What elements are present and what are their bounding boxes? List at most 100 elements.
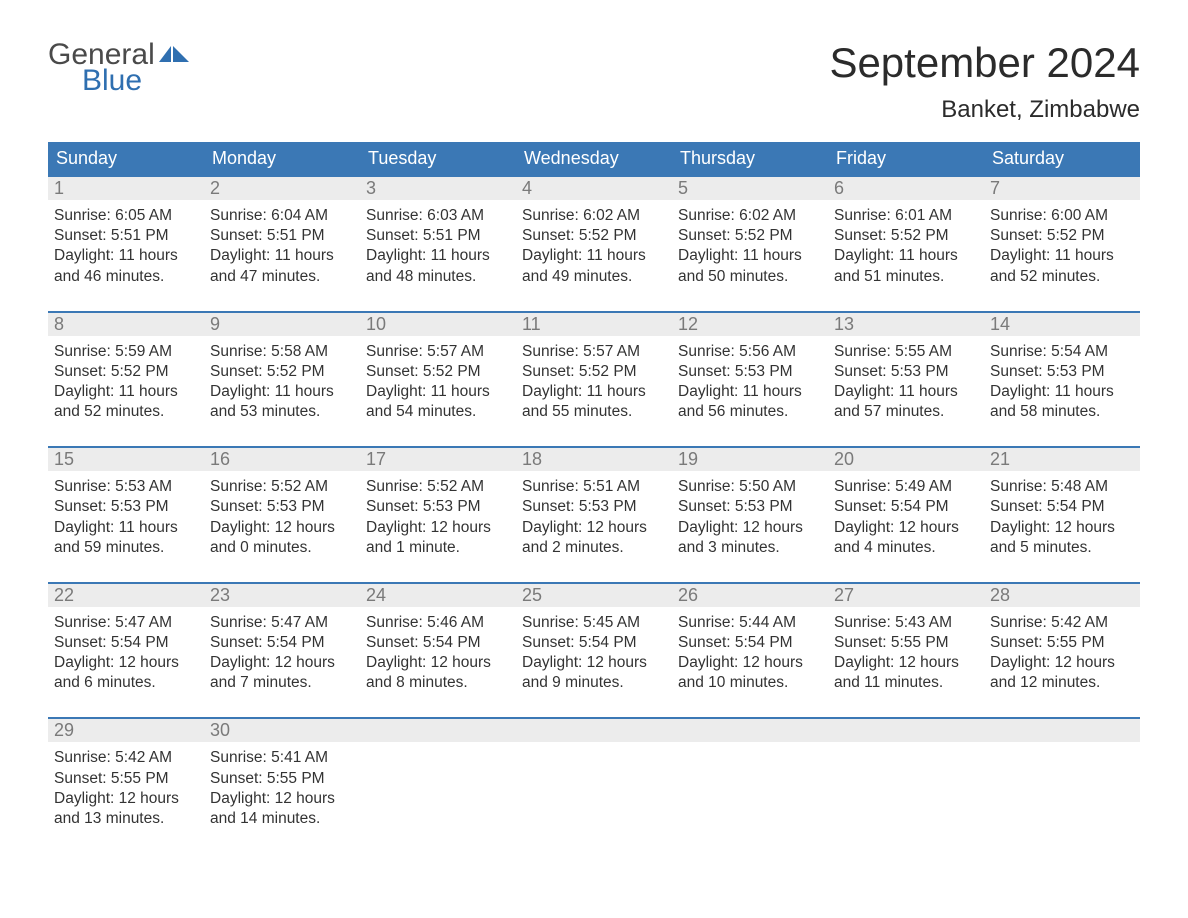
- day-cell: Sunrise: 5:44 AMSunset: 5:54 PMDaylight:…: [672, 607, 828, 694]
- sunset-line: Sunset: 5:52 PM: [678, 226, 822, 246]
- sunrise-line: Sunrise: 5:46 AM: [366, 613, 510, 633]
- sunrise-line: Sunrise: 5:54 AM: [990, 342, 1134, 362]
- sunrise-line: Sunrise: 5:51 AM: [522, 477, 666, 497]
- sunset-line: Sunset: 5:51 PM: [366, 226, 510, 246]
- sunrise-line: Sunrise: 6:04 AM: [210, 206, 354, 226]
- day-number: 8: [48, 313, 204, 336]
- daylight-line: Daylight: 11 hours and 51 minutes.: [834, 246, 978, 286]
- sunset-line: Sunset: 5:52 PM: [522, 362, 666, 382]
- sunset-line: Sunset: 5:53 PM: [678, 362, 822, 382]
- daynum-row: 15161718192021: [48, 446, 1140, 471]
- week-row: Sunrise: 5:47 AMSunset: 5:54 PMDaylight:…: [48, 607, 1140, 694]
- sunset-line: Sunset: 5:53 PM: [834, 362, 978, 382]
- daylight-line: Daylight: 12 hours and 12 minutes.: [990, 653, 1134, 693]
- day-number: [672, 719, 828, 742]
- daylight-line: Daylight: 12 hours and 3 minutes.: [678, 518, 822, 558]
- daylight-line: Daylight: 11 hours and 54 minutes.: [366, 382, 510, 422]
- sunset-line: Sunset: 5:52 PM: [54, 362, 198, 382]
- day-cell: Sunrise: 5:43 AMSunset: 5:55 PMDaylight:…: [828, 607, 984, 694]
- daylight-line: Daylight: 12 hours and 1 minute.: [366, 518, 510, 558]
- sunrise-line: Sunrise: 5:43 AM: [834, 613, 978, 633]
- weekday-label: Saturday: [984, 142, 1140, 175]
- daynum-row: 22232425262728: [48, 582, 1140, 607]
- day-number: [360, 719, 516, 742]
- day-number: 15: [48, 448, 204, 471]
- daylight-line: Daylight: 11 hours and 52 minutes.: [54, 382, 198, 422]
- day-number: 27: [828, 584, 984, 607]
- daynum-row: 1234567: [48, 175, 1140, 200]
- daylight-line: Daylight: 11 hours and 55 minutes.: [522, 382, 666, 422]
- day-cell: Sunrise: 5:56 AMSunset: 5:53 PMDaylight:…: [672, 336, 828, 423]
- day-number: 2: [204, 177, 360, 200]
- sunrise-line: Sunrise: 5:49 AM: [834, 477, 978, 497]
- day-cell: Sunrise: 5:45 AMSunset: 5:54 PMDaylight:…: [516, 607, 672, 694]
- day-number: 4: [516, 177, 672, 200]
- day-cell: Sunrise: 6:02 AMSunset: 5:52 PMDaylight:…: [516, 200, 672, 287]
- sunset-line: Sunset: 5:54 PM: [522, 633, 666, 653]
- day-cell: Sunrise: 5:46 AMSunset: 5:54 PMDaylight:…: [360, 607, 516, 694]
- day-cell: Sunrise: 5:57 AMSunset: 5:52 PMDaylight:…: [516, 336, 672, 423]
- day-cell: Sunrise: 6:01 AMSunset: 5:52 PMDaylight:…: [828, 200, 984, 287]
- day-number: 13: [828, 313, 984, 336]
- sunrise-line: Sunrise: 6:02 AM: [678, 206, 822, 226]
- day-number: 1: [48, 177, 204, 200]
- daylight-line: Daylight: 12 hours and 4 minutes.: [834, 518, 978, 558]
- day-number: 21: [984, 448, 1140, 471]
- sunset-line: Sunset: 5:53 PM: [678, 497, 822, 517]
- day-cell: Sunrise: 5:47 AMSunset: 5:54 PMDaylight:…: [204, 607, 360, 694]
- calendar: SundayMondayTuesdayWednesdayThursdayFrid…: [48, 142, 1140, 829]
- title-month: September 2024: [829, 40, 1140, 86]
- daylight-line: Daylight: 12 hours and 14 minutes.: [210, 789, 354, 829]
- day-cell: Sunrise: 6:00 AMSunset: 5:52 PMDaylight:…: [984, 200, 1140, 287]
- sunset-line: Sunset: 5:55 PM: [54, 769, 198, 789]
- sunrise-line: Sunrise: 5:45 AM: [522, 613, 666, 633]
- day-number: 16: [204, 448, 360, 471]
- sunrise-line: Sunrise: 5:55 AM: [834, 342, 978, 362]
- day-number: 7: [984, 177, 1140, 200]
- sunset-line: Sunset: 5:54 PM: [54, 633, 198, 653]
- day-cell: Sunrise: 5:48 AMSunset: 5:54 PMDaylight:…: [984, 471, 1140, 558]
- day-number: 19: [672, 448, 828, 471]
- daylight-line: Daylight: 12 hours and 10 minutes.: [678, 653, 822, 693]
- sunset-line: Sunset: 5:53 PM: [54, 497, 198, 517]
- daylight-line: Daylight: 12 hours and 13 minutes.: [54, 789, 198, 829]
- day-cell: Sunrise: 5:49 AMSunset: 5:54 PMDaylight:…: [828, 471, 984, 558]
- sunrise-line: Sunrise: 5:53 AM: [54, 477, 198, 497]
- day-number: 10: [360, 313, 516, 336]
- sunrise-line: Sunrise: 5:52 AM: [210, 477, 354, 497]
- day-cell: [516, 742, 672, 829]
- day-cell: Sunrise: 5:51 AMSunset: 5:53 PMDaylight:…: [516, 471, 672, 558]
- sunset-line: Sunset: 5:51 PM: [54, 226, 198, 246]
- daylight-line: Daylight: 12 hours and 2 minutes.: [522, 518, 666, 558]
- week-row: Sunrise: 5:53 AMSunset: 5:53 PMDaylight:…: [48, 471, 1140, 558]
- daylight-line: Daylight: 12 hours and 11 minutes.: [834, 653, 978, 693]
- day-cell: Sunrise: 5:53 AMSunset: 5:53 PMDaylight:…: [48, 471, 204, 558]
- sunset-line: Sunset: 5:54 PM: [834, 497, 978, 517]
- day-cell: Sunrise: 5:55 AMSunset: 5:53 PMDaylight:…: [828, 336, 984, 423]
- sunset-line: Sunset: 5:54 PM: [990, 497, 1134, 517]
- daylight-line: Daylight: 11 hours and 49 minutes.: [522, 246, 666, 286]
- title-block: September 2024 Banket, Zimbabwe: [829, 40, 1140, 124]
- day-number: [984, 719, 1140, 742]
- daylight-line: Daylight: 12 hours and 5 minutes.: [990, 518, 1134, 558]
- weekday-label: Wednesday: [516, 142, 672, 175]
- sunrise-line: Sunrise: 5:47 AM: [54, 613, 198, 633]
- day-number: 14: [984, 313, 1140, 336]
- daylight-line: Daylight: 12 hours and 7 minutes.: [210, 653, 354, 693]
- day-number: 18: [516, 448, 672, 471]
- day-number: 20: [828, 448, 984, 471]
- sunrise-line: Sunrise: 5:48 AM: [990, 477, 1134, 497]
- daynum-row: 2930: [48, 717, 1140, 742]
- weeks-container: 1234567Sunrise: 6:05 AMSunset: 5:51 PMDa…: [48, 175, 1140, 829]
- daylight-line: Daylight: 11 hours and 50 minutes.: [678, 246, 822, 286]
- day-number: 24: [360, 584, 516, 607]
- sunset-line: Sunset: 5:53 PM: [990, 362, 1134, 382]
- day-cell: Sunrise: 5:54 AMSunset: 5:53 PMDaylight:…: [984, 336, 1140, 423]
- day-number: 17: [360, 448, 516, 471]
- day-cell: Sunrise: 5:57 AMSunset: 5:52 PMDaylight:…: [360, 336, 516, 423]
- daylight-line: Daylight: 11 hours and 58 minutes.: [990, 382, 1134, 422]
- day-cell: Sunrise: 5:59 AMSunset: 5:52 PMDaylight:…: [48, 336, 204, 423]
- sunset-line: Sunset: 5:52 PM: [990, 226, 1134, 246]
- daylight-line: Daylight: 11 hours and 52 minutes.: [990, 246, 1134, 286]
- day-cell: Sunrise: 6:03 AMSunset: 5:51 PMDaylight:…: [360, 200, 516, 287]
